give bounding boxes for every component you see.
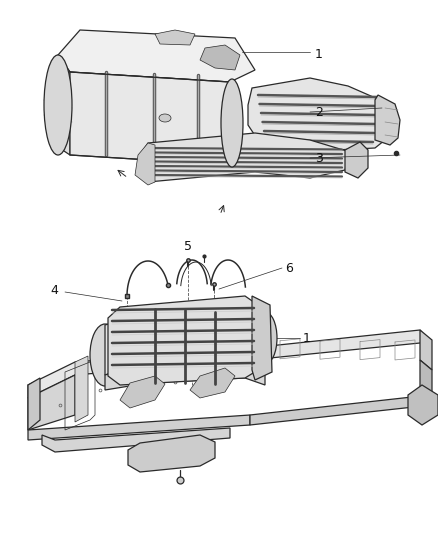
Polygon shape (70, 72, 230, 165)
Polygon shape (408, 385, 438, 425)
Polygon shape (45, 55, 70, 155)
Polygon shape (190, 368, 235, 398)
Polygon shape (135, 143, 155, 185)
Text: 6: 6 (285, 262, 293, 274)
Polygon shape (420, 360, 432, 405)
Polygon shape (345, 142, 368, 178)
Polygon shape (248, 78, 390, 150)
Text: 2: 2 (315, 106, 323, 118)
Ellipse shape (221, 79, 243, 167)
Text: 5: 5 (184, 240, 192, 253)
Polygon shape (120, 376, 165, 408)
Polygon shape (28, 375, 75, 430)
Text: 1: 1 (315, 49, 323, 61)
Text: 1: 1 (303, 332, 311, 344)
Polygon shape (28, 415, 250, 440)
Polygon shape (250, 395, 432, 425)
Polygon shape (375, 95, 400, 145)
Polygon shape (28, 378, 40, 430)
Polygon shape (108, 296, 258, 385)
Polygon shape (75, 356, 88, 422)
Polygon shape (138, 133, 350, 182)
Polygon shape (128, 435, 215, 472)
Polygon shape (28, 348, 250, 398)
Polygon shape (420, 330, 432, 370)
Polygon shape (155, 30, 195, 45)
Ellipse shape (44, 55, 72, 155)
Ellipse shape (90, 324, 120, 386)
Polygon shape (200, 45, 240, 70)
Polygon shape (252, 296, 272, 380)
Polygon shape (250, 330, 430, 360)
Text: 3: 3 (315, 151, 323, 165)
Polygon shape (105, 306, 265, 375)
Polygon shape (100, 348, 250, 370)
Polygon shape (58, 30, 255, 82)
Ellipse shape (253, 312, 277, 364)
Ellipse shape (159, 114, 171, 122)
Text: 4: 4 (50, 284, 58, 296)
Polygon shape (42, 428, 230, 452)
Polygon shape (105, 356, 265, 390)
